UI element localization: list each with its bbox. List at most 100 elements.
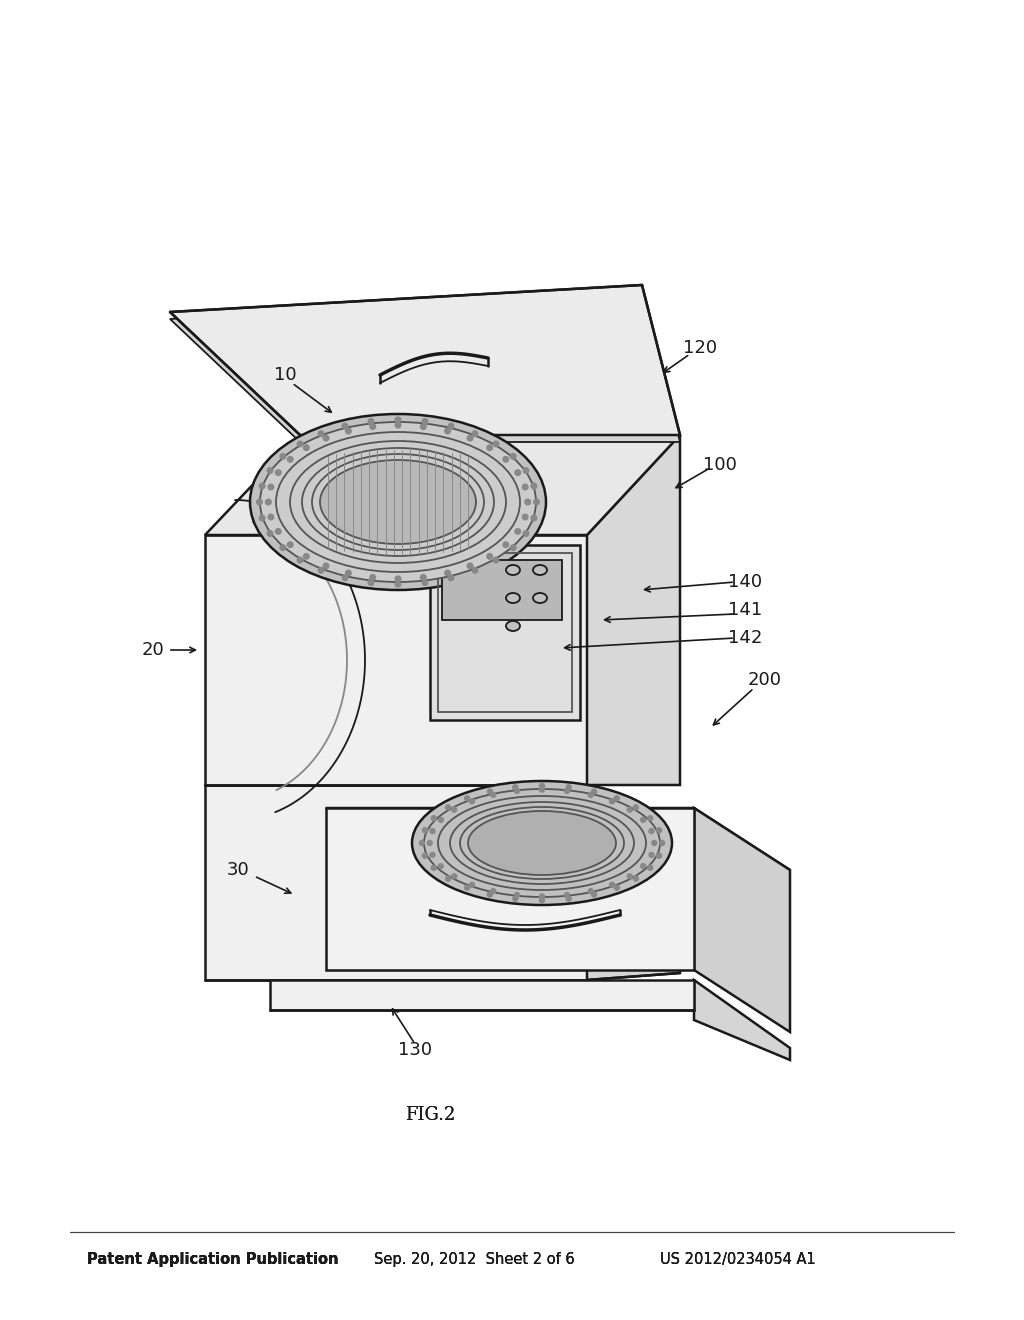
- Circle shape: [266, 467, 273, 474]
- Circle shape: [510, 544, 517, 552]
- Circle shape: [394, 421, 401, 429]
- Circle shape: [486, 553, 494, 560]
- Circle shape: [323, 562, 330, 569]
- Text: US 2012/0234054 A1: US 2012/0234054 A1: [660, 1253, 816, 1267]
- Circle shape: [613, 795, 621, 801]
- Circle shape: [539, 894, 545, 900]
- Circle shape: [444, 569, 452, 577]
- Circle shape: [503, 541, 509, 548]
- Ellipse shape: [412, 781, 672, 906]
- Ellipse shape: [534, 593, 547, 603]
- Circle shape: [486, 444, 494, 451]
- Circle shape: [267, 483, 274, 491]
- Circle shape: [444, 875, 452, 882]
- Circle shape: [467, 562, 473, 569]
- Circle shape: [444, 428, 452, 434]
- Circle shape: [530, 515, 538, 521]
- Circle shape: [341, 422, 348, 429]
- Circle shape: [274, 469, 282, 477]
- Circle shape: [303, 444, 310, 451]
- Text: Patent Application Publication: Patent Application Publication: [87, 1253, 339, 1267]
- Text: 200: 200: [748, 671, 782, 689]
- Circle shape: [524, 499, 531, 506]
- Circle shape: [633, 804, 639, 810]
- Circle shape: [627, 807, 633, 813]
- Circle shape: [522, 529, 529, 537]
- Text: 141: 141: [728, 601, 762, 619]
- Circle shape: [431, 814, 437, 821]
- Circle shape: [530, 483, 538, 490]
- Polygon shape: [205, 785, 587, 979]
- Circle shape: [591, 788, 597, 795]
- Circle shape: [534, 499, 540, 506]
- Circle shape: [429, 851, 436, 858]
- Text: 140: 140: [728, 573, 762, 591]
- Circle shape: [427, 840, 433, 846]
- Text: Sep. 20, 2012  Sheet 2 of 6: Sep. 20, 2012 Sheet 2 of 6: [374, 1253, 574, 1267]
- Text: 130: 130: [398, 1041, 432, 1059]
- Circle shape: [512, 895, 518, 902]
- Circle shape: [256, 499, 263, 506]
- Circle shape: [280, 544, 287, 552]
- Circle shape: [266, 529, 273, 537]
- Circle shape: [512, 784, 518, 791]
- Ellipse shape: [506, 565, 520, 576]
- Circle shape: [564, 788, 570, 795]
- Polygon shape: [326, 808, 694, 970]
- Ellipse shape: [506, 620, 520, 631]
- Circle shape: [640, 817, 646, 824]
- Circle shape: [588, 792, 594, 799]
- Text: Sep. 20, 2012  Sheet 2 of 6: Sep. 20, 2012 Sheet 2 of 6: [374, 1253, 574, 1267]
- Circle shape: [420, 574, 427, 581]
- Circle shape: [341, 574, 348, 581]
- Circle shape: [464, 884, 470, 891]
- Circle shape: [627, 873, 633, 879]
- Text: 142: 142: [728, 630, 762, 647]
- Circle shape: [447, 574, 455, 581]
- Circle shape: [345, 569, 352, 577]
- Text: 120: 120: [683, 339, 717, 356]
- Circle shape: [451, 807, 458, 813]
- Circle shape: [259, 515, 265, 521]
- Circle shape: [613, 884, 621, 891]
- Polygon shape: [170, 292, 680, 442]
- Text: FIG.2: FIG.2: [404, 1106, 456, 1125]
- Circle shape: [522, 467, 529, 474]
- Circle shape: [444, 804, 452, 810]
- Circle shape: [640, 863, 646, 870]
- Ellipse shape: [319, 459, 476, 544]
- Circle shape: [297, 441, 303, 447]
- Polygon shape: [270, 979, 694, 1010]
- Circle shape: [647, 814, 653, 821]
- Circle shape: [323, 434, 330, 442]
- Circle shape: [394, 576, 401, 582]
- Text: Patent Application Publication: Patent Application Publication: [87, 1253, 339, 1267]
- Circle shape: [539, 898, 545, 903]
- Circle shape: [591, 891, 597, 898]
- Text: 10: 10: [273, 366, 296, 384]
- Text: 30: 30: [226, 861, 250, 879]
- Polygon shape: [694, 979, 790, 1060]
- Circle shape: [422, 579, 428, 586]
- Text: 20: 20: [141, 642, 165, 659]
- Circle shape: [274, 528, 282, 535]
- Circle shape: [514, 892, 520, 899]
- Circle shape: [297, 557, 303, 564]
- Circle shape: [521, 513, 528, 520]
- Circle shape: [633, 875, 639, 882]
- Circle shape: [280, 453, 287, 459]
- Circle shape: [265, 499, 271, 506]
- Ellipse shape: [250, 414, 546, 590]
- Circle shape: [486, 788, 494, 795]
- Circle shape: [431, 865, 437, 871]
- Circle shape: [422, 853, 428, 859]
- Polygon shape: [205, 436, 680, 535]
- Circle shape: [437, 863, 444, 870]
- Polygon shape: [694, 808, 790, 1032]
- Circle shape: [368, 418, 375, 425]
- Circle shape: [648, 828, 654, 834]
- Circle shape: [510, 453, 517, 459]
- Circle shape: [490, 792, 497, 799]
- Circle shape: [422, 418, 428, 425]
- Polygon shape: [587, 785, 680, 979]
